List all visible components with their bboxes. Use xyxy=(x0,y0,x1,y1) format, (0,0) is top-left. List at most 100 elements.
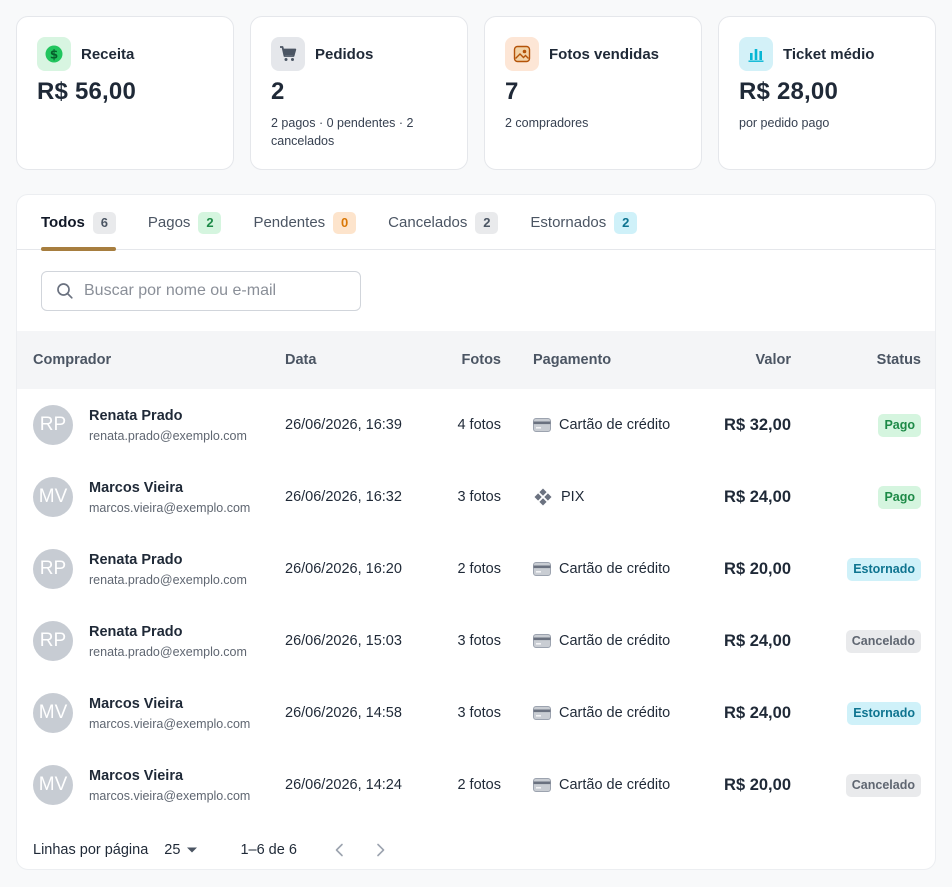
credit-card-icon xyxy=(533,418,551,432)
status-badge: Cancelado xyxy=(845,774,921,797)
payment-method: Cartão de crédito xyxy=(533,533,670,605)
tab-count-badge: 2 xyxy=(614,211,638,234)
photo-count: 3 fotos xyxy=(457,705,501,721)
buyer-name: Marcos Vieira xyxy=(89,768,184,784)
payment-label: Cartão de crédito xyxy=(559,777,671,793)
tab-pagos[interactable]: Pagos 2 xyxy=(148,195,222,250)
payment-method: PIX xyxy=(533,461,584,533)
card-subtitle: 2 compradores xyxy=(505,116,589,130)
orders-panel: Todos 6 Pagos 2 Pendentes 0 Cancelados 2… xyxy=(16,194,936,870)
photo-icon xyxy=(505,37,539,71)
search-input[interactable] xyxy=(84,282,344,300)
credit-card-icon xyxy=(533,634,551,648)
order-date: 26/06/2026, 14:24 xyxy=(285,777,402,793)
table-row[interactable]: MV Marcos Vieira marcos.vieira@exemplo.com… xyxy=(17,461,935,533)
payment-label: Cartão de crédito xyxy=(559,705,671,721)
search-box xyxy=(41,271,361,311)
buyer-email: marcos.vieira@exemplo.com xyxy=(89,717,251,731)
pagination: Linhas por página 25 1–6 de 6 xyxy=(33,835,389,865)
pix-icon xyxy=(533,487,553,507)
rows-per-page-label: Linhas por página xyxy=(33,842,149,858)
tab-count-badge: 2 xyxy=(198,211,222,234)
tab-count-badge: 0 xyxy=(333,211,357,234)
payment-method: Cartão de crédito xyxy=(533,749,670,821)
tab-label: Estornados xyxy=(530,214,607,231)
rows-per-page-value: 25 xyxy=(164,842,181,858)
table-row[interactable]: MV Marcos Vieira marcos.vieira@exemplo.com… xyxy=(17,749,935,821)
order-date: 26/06/2026, 16:20 xyxy=(285,561,402,577)
cart-icon xyxy=(271,37,305,71)
card-subtitle: 2 pagos · 0 pendentes · 2 cancelados xyxy=(271,116,414,148)
bar-chart-icon xyxy=(739,37,773,71)
avatar: RP xyxy=(33,549,73,589)
photo-count: 2 fotos xyxy=(457,561,501,577)
card-title: Ticket médio xyxy=(783,45,875,63)
tab-label: Pagos xyxy=(147,214,191,231)
column-header-value[interactable]: Valor xyxy=(755,352,791,368)
table-row[interactable]: RP Renata Prado renata.prado@exemplo.com 26… xyxy=(17,605,935,677)
buyer-email: renata.prado@exemplo.com xyxy=(89,645,247,659)
card-value: 2 xyxy=(271,78,285,105)
card-receita: $ Receita R$ 56,00 xyxy=(16,16,234,170)
order-value: R$ 20,00 xyxy=(724,560,791,578)
payment-label: Cartão de crédito xyxy=(559,633,671,649)
photo-count: 3 fotos xyxy=(457,633,501,649)
credit-card-icon xyxy=(533,562,551,576)
column-header-payment[interactable]: Pagamento xyxy=(533,352,612,368)
buyer-email: renata.prado@exemplo.com xyxy=(89,573,247,587)
avatar: RP xyxy=(33,405,73,445)
buyer-name: Renata Prado xyxy=(89,624,183,640)
avatar: MV xyxy=(33,477,73,517)
tab-count-badge: 2 xyxy=(475,211,499,234)
tab-cancelados[interactable]: Cancelados 2 xyxy=(388,195,499,250)
tab-label: Todos xyxy=(41,214,85,231)
credit-card-icon xyxy=(533,778,551,792)
svg-text:$: $ xyxy=(50,48,58,62)
chevron-right-icon[interactable] xyxy=(371,841,389,859)
column-header-buyer[interactable]: Comprador xyxy=(33,352,112,368)
column-header-date[interactable]: Data xyxy=(285,352,317,368)
order-date: 26/06/2026, 16:32 xyxy=(285,489,402,505)
table-row[interactable]: RP Renata Prado renata.prado@exemplo.com 26… xyxy=(17,533,935,605)
order-date: 26/06/2026, 15:03 xyxy=(285,633,402,649)
order-date: 26/06/2026, 16:39 xyxy=(285,417,402,433)
tab-estornados[interactable]: Estornados 2 xyxy=(530,195,638,250)
tab-pendentes[interactable]: Pendentes 0 xyxy=(253,195,357,250)
avatar: MV xyxy=(33,765,73,805)
photo-count: 2 fotos xyxy=(457,777,501,793)
status-badge: Pago xyxy=(878,486,921,509)
avatar: RP xyxy=(33,621,73,661)
column-header-photos[interactable]: Fotos xyxy=(461,352,501,368)
buyer-name: Renata Prado xyxy=(89,552,183,568)
order-value: R$ 24,00 xyxy=(724,488,791,506)
chevron-left-icon[interactable] xyxy=(331,841,349,859)
buyer-name: Marcos Vieira xyxy=(89,480,184,496)
card-title: Receita xyxy=(81,45,135,63)
tab-label: Cancelados xyxy=(388,214,468,231)
column-header-status[interactable]: Status xyxy=(876,352,921,368)
table-row[interactable]: RP Renata Prado renata.prado@exemplo.com 26… xyxy=(17,389,935,461)
status-badge: Pago xyxy=(878,414,921,437)
credit-card-icon xyxy=(533,706,551,720)
order-value: R$ 20,00 xyxy=(724,776,791,794)
status-badge: Estornado xyxy=(847,558,921,581)
dollar-icon: $ xyxy=(37,37,71,71)
buyer-name: Renata Prado xyxy=(89,408,183,424)
order-value: R$ 32,00 xyxy=(724,416,791,434)
search-icon xyxy=(56,282,74,300)
payment-label: Cartão de crédito xyxy=(559,561,671,577)
rows-per-page-select[interactable]: 25 xyxy=(164,842,198,858)
pagination-range: 1–6 de 6 xyxy=(240,842,297,858)
order-value: R$ 24,00 xyxy=(724,632,791,650)
table-row[interactable]: MV Marcos Vieira marcos.vieira@exemplo.com… xyxy=(17,677,935,749)
card-pedidos: Pedidos 2 2 pagos · 0 pendentes · 2 canc… xyxy=(250,16,468,170)
tab-todos[interactable]: Todos 6 xyxy=(41,195,116,251)
card-subtitle: por pedido pago xyxy=(739,116,830,130)
status-tabs: Todos 6 Pagos 2 Pendentes 0 Cancelados 2… xyxy=(17,195,935,251)
payment-method: Cartão de crédito xyxy=(533,389,670,461)
buyer-name: Marcos Vieira xyxy=(89,696,184,712)
tab-count-badge: 6 xyxy=(92,211,116,234)
status-badge: Estornado xyxy=(847,702,921,725)
card-ticket-medio: Ticket médio R$ 28,00 por pedido pago xyxy=(718,16,936,170)
card-title: Pedidos xyxy=(315,45,374,63)
